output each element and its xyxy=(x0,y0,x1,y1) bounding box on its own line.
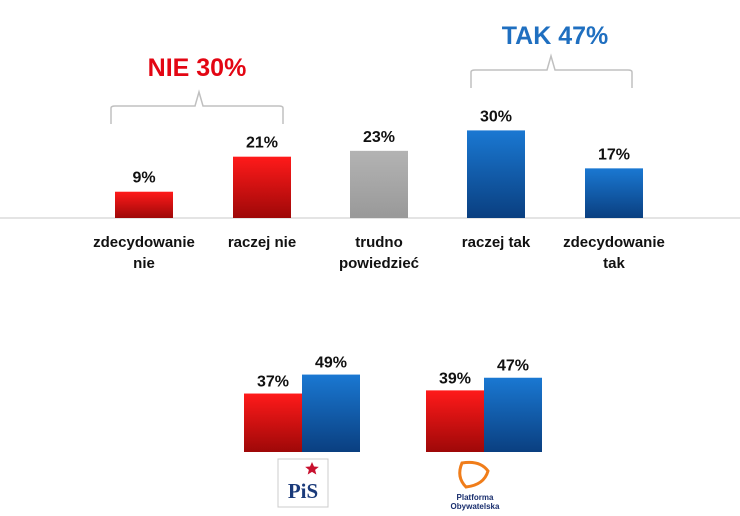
po-logo-line1: Platforma xyxy=(457,493,494,502)
category-label: raczej tak xyxy=(462,234,531,251)
party-bar xyxy=(426,390,484,452)
nie-group-bracket xyxy=(110,89,284,124)
party-bar xyxy=(484,377,542,452)
party-bar xyxy=(302,374,360,452)
bar-value-label: 30% xyxy=(480,108,512,125)
bar-value-label: 21% xyxy=(246,135,278,152)
po-logo: Platforma Obywatelska xyxy=(451,460,500,511)
nie-group-label: NIE 30% xyxy=(148,54,247,82)
tak-group-label: TAK 47% xyxy=(502,22,609,50)
pis-logo-frame xyxy=(277,458,329,508)
po-heart-icon xyxy=(458,460,490,489)
party-bar-value-label: 49% xyxy=(315,355,347,372)
bar-2 xyxy=(233,156,291,218)
bar-1 xyxy=(115,191,173,218)
category-label: tak xyxy=(603,255,625,272)
category-label: raczej nie xyxy=(228,234,296,251)
category-label: trudno xyxy=(355,234,402,251)
tak-group-bracket xyxy=(470,53,633,88)
party-bar-value-label: 47% xyxy=(497,358,529,375)
top-bars: 9% zdecydowanie nie 21% raczej nie 23% trudno p… xyxy=(93,108,665,272)
bar-value-label: 23% xyxy=(363,129,395,146)
pis-logo-text: PiS xyxy=(288,479,318,503)
bar-4 xyxy=(467,130,525,218)
po-logo-line2: Obywatelska xyxy=(451,502,500,511)
party-bar xyxy=(244,393,302,452)
bar-value-label: 9% xyxy=(132,170,155,187)
bar-5 xyxy=(585,168,643,218)
pis-logo: PiS xyxy=(277,458,329,508)
category-label: zdecydowanie xyxy=(93,234,195,251)
bar-value-label: 17% xyxy=(598,146,630,163)
category-label: zdecydowanie xyxy=(563,234,665,251)
category-label: powiedzieć xyxy=(339,255,419,272)
party-bar-value-label: 39% xyxy=(439,370,471,387)
pis-eagle-icon xyxy=(305,462,319,475)
category-label: nie xyxy=(133,255,155,272)
party-bars: 37% 49% 39% 47% xyxy=(244,355,542,452)
bar-3 xyxy=(350,150,408,218)
party-bar-value-label: 37% xyxy=(257,374,289,391)
